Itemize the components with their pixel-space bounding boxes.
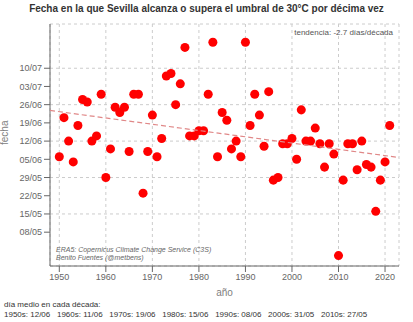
svg-text:10/07: 10/07: [19, 63, 42, 73]
html-text:ERA5: Copernicus Climate Chang: ERA5: Copernicus Climate Change Service …: [56, 246, 212, 261]
svg-text:26/06: 26/06: [19, 100, 42, 110]
svg-text:29/05: 29/05: [19, 173, 42, 183]
svg-text:2010: 2010: [328, 272, 348, 282]
svg-text:fecha: fecha: [8, 120, 10, 145]
svg-text:2000: 2000: [282, 272, 302, 282]
svg-text:03/07: 03/07: [19, 82, 42, 92]
svg-text:1990: 1990: [235, 272, 255, 282]
html-text:Fecha en la que Sevilla alcanz: Fecha en la que Sevilla alcanza o supera…: [29, 3, 384, 14]
svg-text:19/06: 19/06: [19, 118, 42, 128]
svg-text:año: año: [216, 287, 233, 298]
svg-text:22/05: 22/05: [19, 191, 42, 201]
svg-text:1950: 1950: [49, 272, 69, 282]
svg-text:15/05: 15/05: [19, 209, 42, 219]
html-text:tendencia: -2.7 días/década: tendencia: -2.7 días/década: [294, 28, 393, 37]
svg-text:08/05: 08/05: [19, 227, 42, 237]
svg-text:12/06: 12/06: [19, 136, 42, 146]
svg-text:1960: 1960: [96, 272, 116, 282]
svg-text:05/06: 05/06: [19, 155, 42, 165]
svg-text:1980: 1980: [189, 272, 209, 282]
html-text:día medio en cada década: 1950: día medio en cada década: 1950s: 12/06 1…: [4, 300, 368, 319]
svg-text:1970: 1970: [142, 272, 162, 282]
svg-text:2020: 2020: [375, 272, 395, 282]
